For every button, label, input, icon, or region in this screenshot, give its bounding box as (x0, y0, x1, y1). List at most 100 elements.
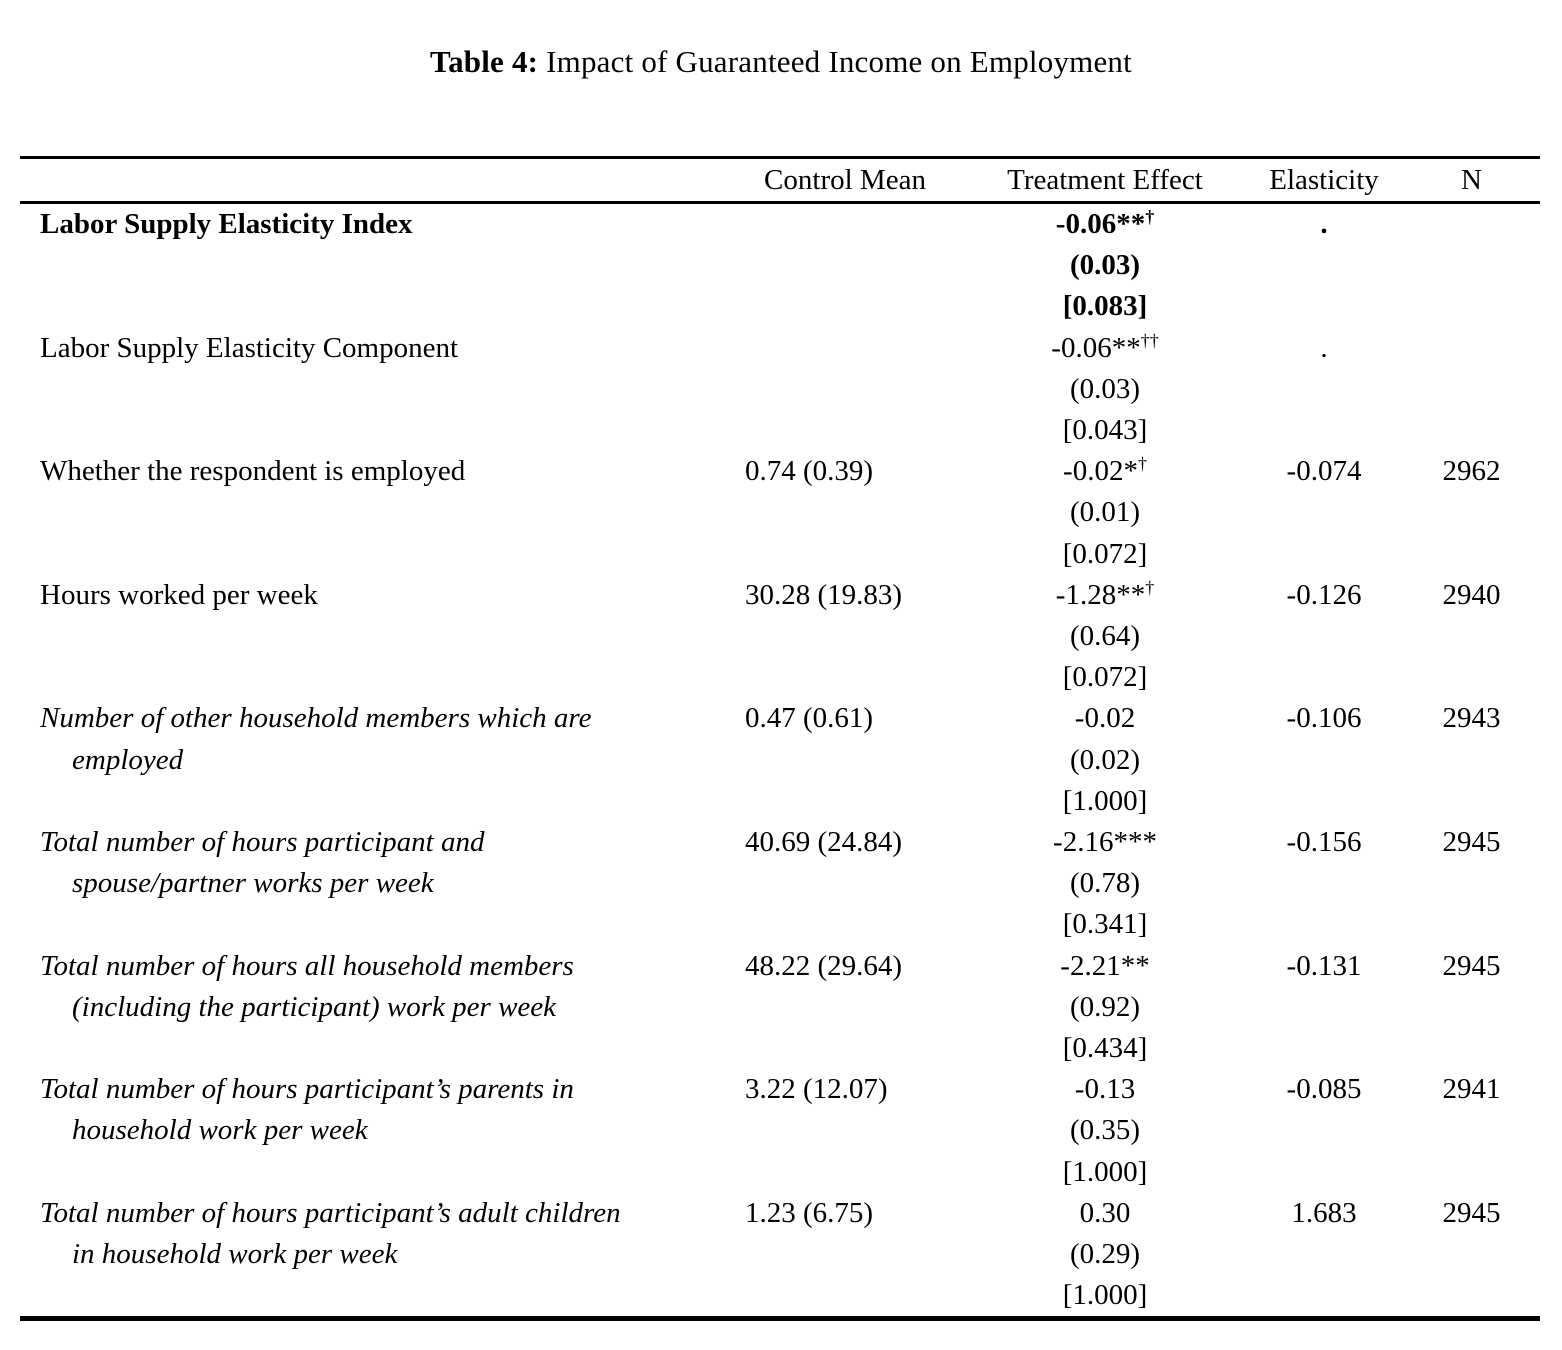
effect-estimate: -0.06** (1051, 331, 1141, 364)
effect-estimate-line: -0.13 (965, 1069, 1245, 1110)
table-header-row: Control Mean Treatment Effect Elasticity… (20, 159, 1540, 201)
table-number: Table 4: (430, 44, 539, 79)
treatment-effect-cell: -0.02*† (0.01) [0.072] (965, 451, 1245, 575)
table-bottom-rule (20, 1316, 1540, 1322)
table-title-text: Impact of Guaranteed Income on Employmen… (546, 44, 1132, 79)
effect-estimate-line: -0.06**†† (965, 328, 1245, 369)
row-label: Labor Supply Elasticity Component (20, 328, 725, 369)
control-mean-cell: 40.69 (24.84) (745, 826, 903, 859)
effect-estimate: -0.02 (1074, 702, 1136, 735)
effect-dagger: † (1145, 577, 1155, 598)
column-header-treatment-effect: Treatment Effect (1007, 163, 1203, 196)
effect-standard-error: (0.35) (1069, 1114, 1141, 1147)
table-caption: Table 4: Impact of Guaranteed Income on … (0, 44, 1562, 80)
effect-estimate: -0.06** (1055, 208, 1146, 240)
table-row: Total number of hours participant and spo… (20, 822, 1540, 946)
row-label-line: in household work per week (72, 1238, 398, 1271)
row-label-line: (including the participant) work per wee… (72, 990, 557, 1023)
row-label-line: Hours worked per week (40, 578, 318, 611)
effect-standard-error: (0.92) (1069, 990, 1141, 1023)
effect-qvalue: [1.000] (1062, 1155, 1148, 1188)
row-label: Hours worked per week (20, 575, 725, 616)
effect-standard-error: (0.03) (1069, 249, 1141, 282)
control-mean-cell: 30.28 (19.83) (745, 578, 903, 611)
effect-estimate: -0.13 (1074, 1073, 1136, 1106)
effect-standard-error: (0.02) (1069, 743, 1141, 776)
effect-qvalue: [0.072] (1062, 661, 1148, 694)
n-cell: 2945 (1442, 826, 1501, 859)
effect-qvalue: [0.341] (1062, 908, 1148, 941)
effect-estimate-line: -0.02*† (965, 451, 1245, 492)
row-label: Total number of hours participant’s adul… (20, 1193, 725, 1275)
treatment-effect-cell: -0.13 (0.35) [1.000] (965, 1069, 1245, 1193)
effect-standard-error: (0.01) (1069, 496, 1141, 529)
row-label-line: employed (72, 743, 184, 776)
effect-qvalue: [0.072] (1062, 537, 1148, 570)
elasticity-cell: 1.683 (1291, 1196, 1357, 1229)
effect-dagger: † (1137, 453, 1147, 474)
elasticity-cell: -0.106 (1286, 702, 1362, 735)
effect-estimate-line: -0.06**† (965, 204, 1245, 245)
elasticity-cell: . (1320, 331, 1328, 364)
n-cell: 2945 (1442, 949, 1501, 982)
elasticity-cell: -0.131 (1286, 949, 1362, 982)
row-label: Total number of hours all household memb… (20, 946, 725, 1028)
effect-standard-error: (0.29) (1069, 1238, 1141, 1271)
effect-estimate: -1.28** (1055, 578, 1146, 611)
control-mean-cell: 3.22 (12.07) (745, 1073, 888, 1106)
control-mean-cell: 0.47 (0.61) (745, 702, 874, 735)
table-row: Whether the respondent is employed 0.74 (… (20, 451, 1540, 575)
column-header-control-mean: Control Mean (764, 163, 926, 196)
table-row: Labor Supply Elasticity Component -0.06**… (20, 328, 1540, 452)
effect-qvalue: [0.083] (1062, 290, 1148, 323)
effect-estimate: -0.02* (1063, 455, 1138, 488)
row-label-line: spouse/partner works per week (72, 867, 434, 900)
row-label-line: Number of other household members which … (40, 702, 592, 735)
treatment-effect-cell: 0.30 (0.29) [1.000] (965, 1193, 1245, 1317)
effect-qvalue: [1.000] (1062, 1279, 1148, 1312)
effect-qvalue: [0.434] (1062, 1032, 1148, 1065)
row-label: Total number of hours participant’s pare… (20, 1069, 725, 1151)
treatment-effect-cell: -0.06**† (0.03) [0.083] (965, 204, 1245, 328)
elasticity-cell: -0.074 (1286, 455, 1362, 488)
row-label-line: Labor Supply Elasticity Component (40, 331, 459, 364)
row-label-line: Total number of hours participant’s pare… (40, 1073, 574, 1106)
effect-estimate-line: 0.30 (965, 1193, 1245, 1234)
row-label-line: household work per week (72, 1114, 368, 1147)
table-row: Total number of hours participant’s pare… (20, 1069, 1540, 1193)
table-header-rule (20, 201, 1540, 204)
effect-estimate: -2.21** (1060, 949, 1150, 982)
column-header-elasticity: Elasticity (1269, 163, 1379, 196)
elasticity-cell: -0.156 (1286, 826, 1362, 859)
treatment-effect-cell: -0.06**†† (0.03) [0.043] (965, 328, 1245, 452)
n-cell: 2945 (1442, 1196, 1501, 1229)
table-row: Total number of hours participant’s adul… (20, 1193, 1540, 1317)
control-mean-cell: 48.22 (29.64) (745, 949, 903, 982)
treatment-effect-cell: -2.16*** (0.78) [0.341] (965, 822, 1245, 946)
table-row: Total number of hours all household memb… (20, 946, 1540, 1070)
effect-standard-error: (0.64) (1069, 620, 1141, 653)
effect-standard-error: (0.78) (1069, 867, 1141, 900)
control-mean-cell: 1.23 (6.75) (745, 1196, 874, 1229)
treatment-effect-cell: -0.02 (0.02) [1.000] (965, 698, 1245, 822)
effect-estimate: -2.16*** (1053, 826, 1157, 859)
row-label-line: Total number of hours all household memb… (40, 949, 574, 982)
n-cell: 2940 (1442, 578, 1501, 611)
row-label-line: Whether the respondent is employed (40, 455, 466, 488)
row-label-line: Labor Supply Elasticity Index (40, 208, 413, 240)
n-cell: 2943 (1442, 702, 1501, 735)
control-mean-cell: 0.74 (0.39) (745, 455, 874, 488)
effect-estimate: 0.30 (1079, 1196, 1131, 1229)
row-label-line: Total number of hours participant and (40, 826, 485, 859)
table-row: Hours worked per week 30.28 (19.83) -1.28*… (20, 575, 1540, 699)
table-top-rule (20, 156, 1540, 159)
row-label: Whether the respondent is employed (20, 451, 725, 492)
elasticity-cell: -0.085 (1286, 1073, 1362, 1106)
row-label: Total number of hours participant and spo… (20, 822, 725, 904)
row-label-line: Total number of hours participant’s adul… (40, 1196, 621, 1229)
effect-standard-error: (0.03) (1069, 372, 1141, 405)
table-body: Labor Supply Elasticity Index -0.06**† (0.… (20, 204, 1540, 1316)
effect-dagger: † (1145, 206, 1155, 227)
row-label: Labor Supply Elasticity Index (20, 204, 725, 245)
row-label: Number of other household members which … (20, 698, 725, 780)
